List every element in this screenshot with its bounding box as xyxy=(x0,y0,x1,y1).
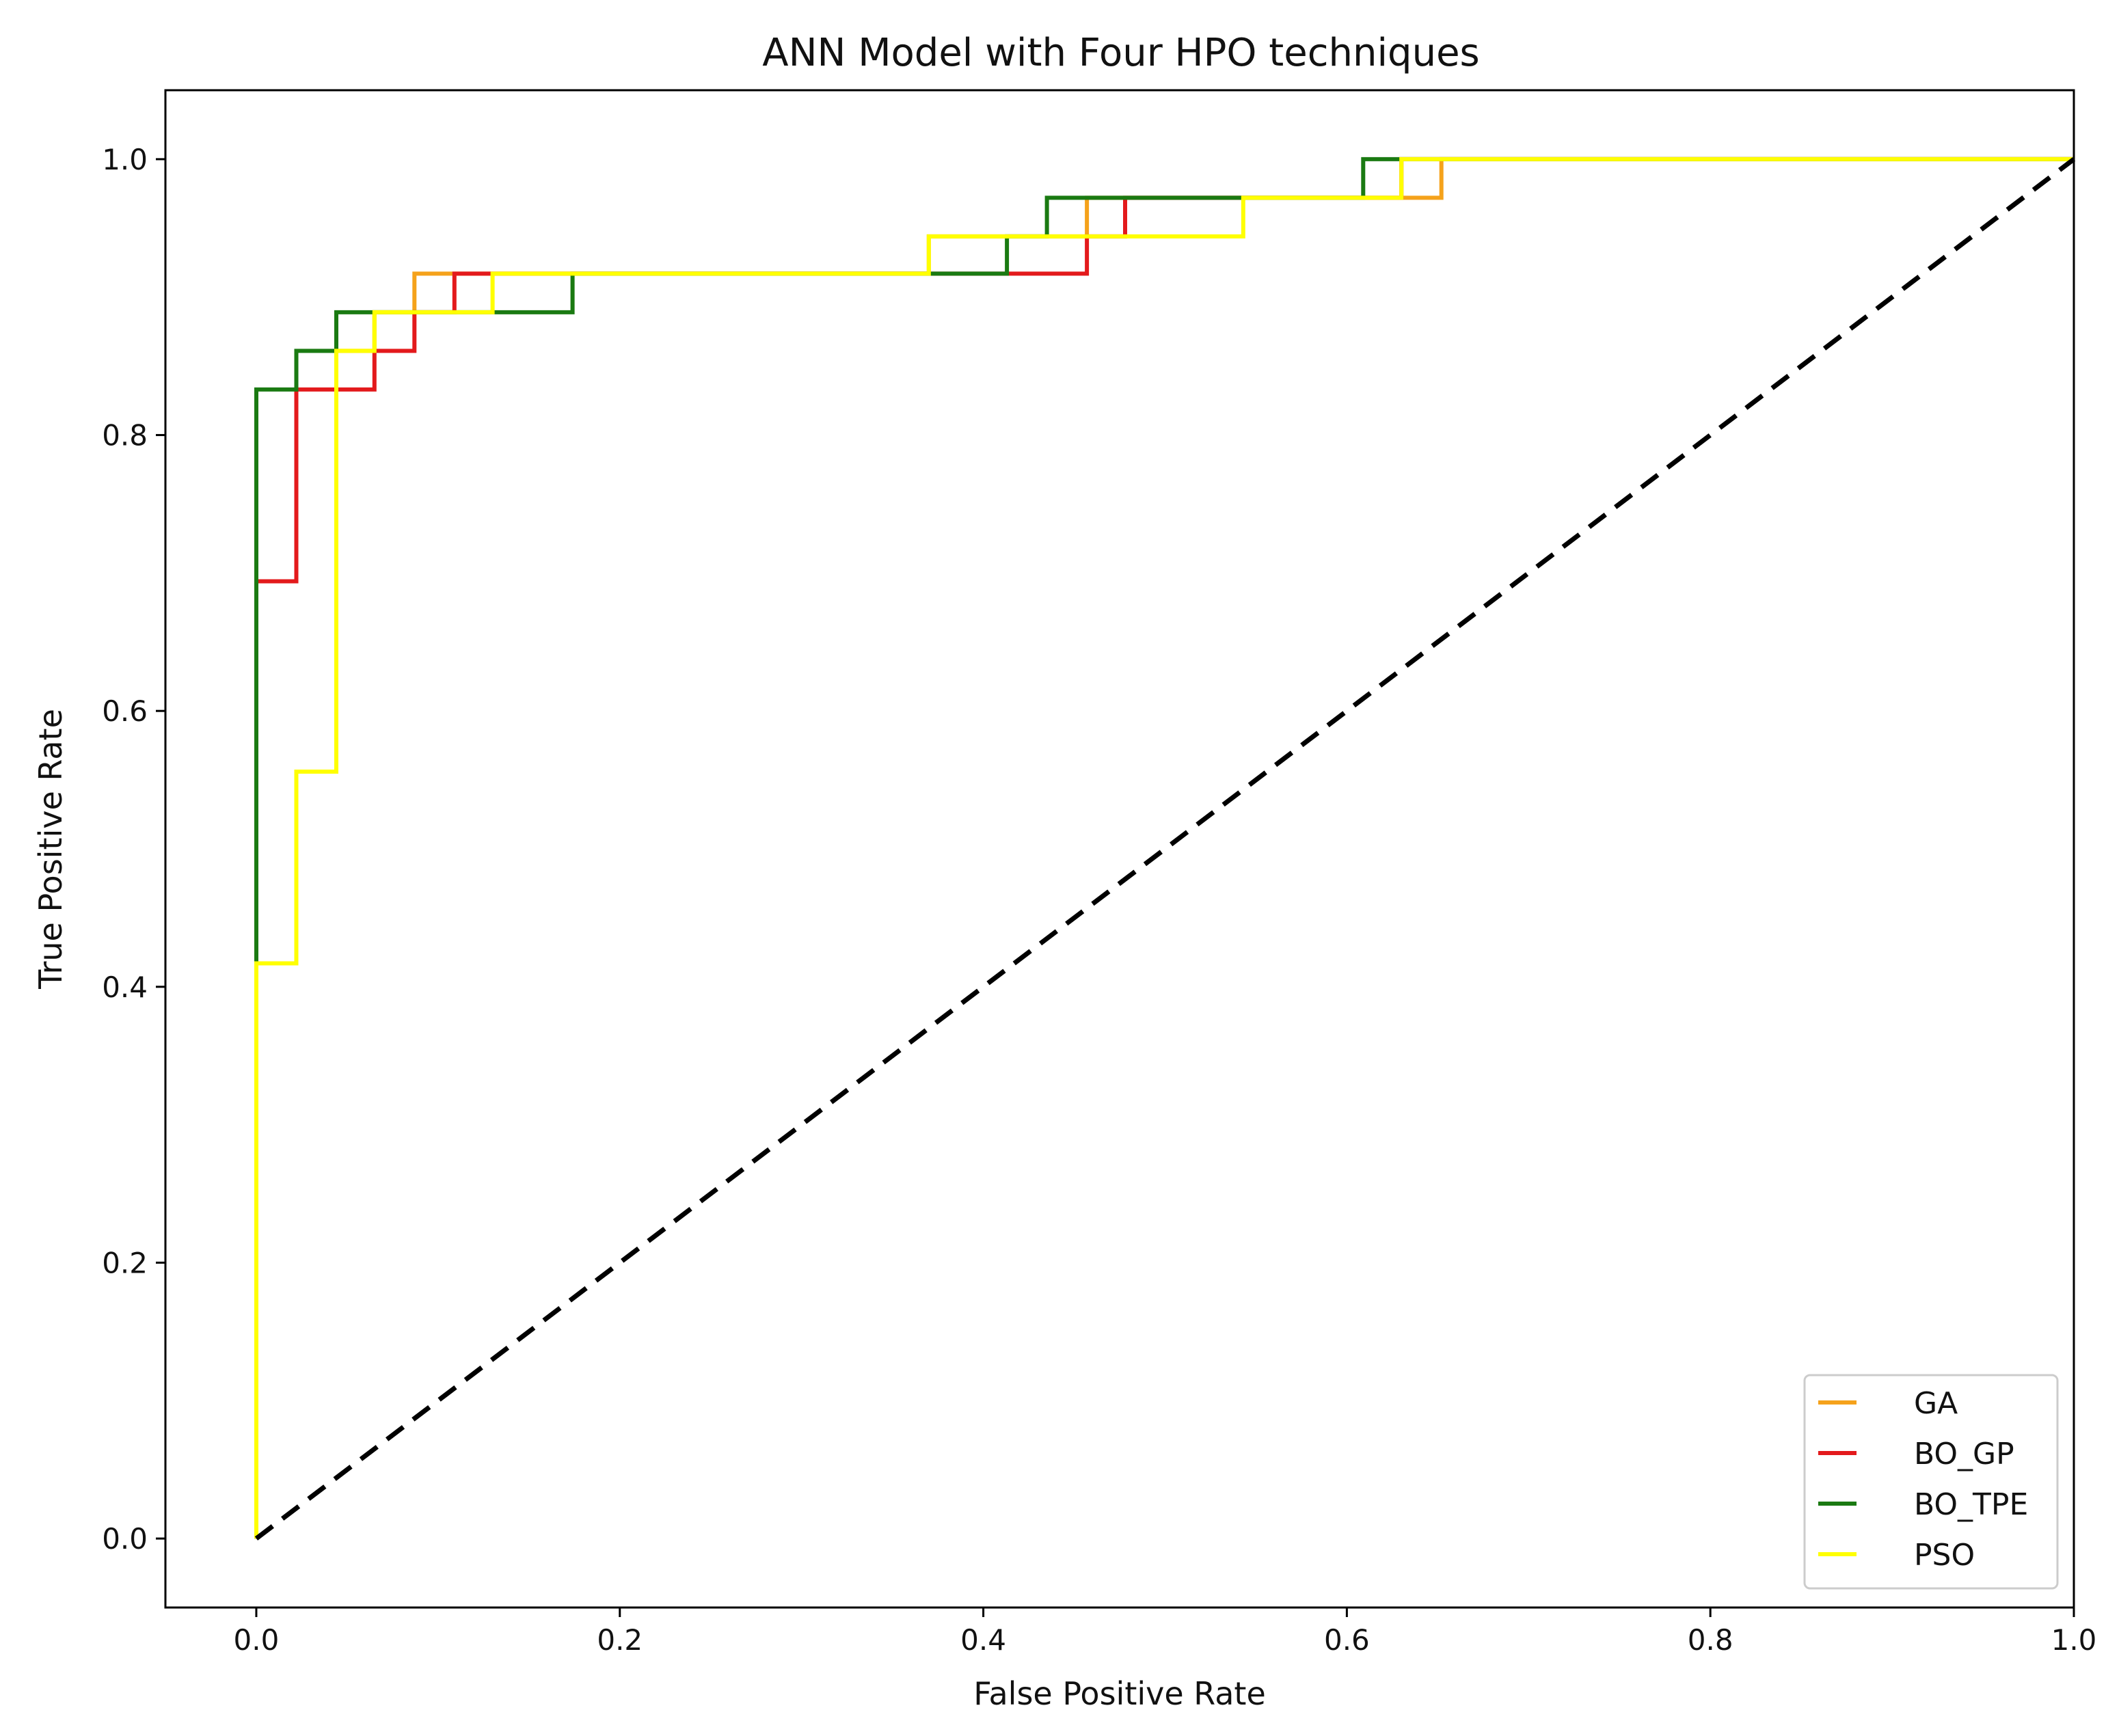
legend-label-pso: PSO xyxy=(1914,1538,1975,1573)
y-axis-label: True Positive Rate xyxy=(32,709,69,990)
y-tick-label: 0.6 xyxy=(102,694,148,728)
legend-label-bo-tpe: BO_TPE xyxy=(1914,1487,2028,1522)
y-tick-label: 1.0 xyxy=(102,143,148,176)
x-axis: 0.0 0.2 0.4 0.6 0.8 1.0 xyxy=(234,1608,2097,1657)
plot-frame xyxy=(164,89,2075,1609)
x-tick-label: 0.8 xyxy=(1688,1623,1733,1657)
legend-box xyxy=(1803,1374,2059,1590)
y-tick-label: 0.0 xyxy=(102,1522,148,1556)
plot-area xyxy=(254,157,2076,1541)
x-axis-label: False Positive Rate xyxy=(973,1675,1266,1712)
chart-title: ANN Model with Four HPO techniques xyxy=(762,31,1479,75)
series-line-pso xyxy=(254,157,2074,1539)
y-tick-label: 0.4 xyxy=(102,971,148,1004)
legend: GA BO_GP BO_TPE PSO xyxy=(1803,1374,2059,1590)
y-axis: 0.0 0.2 0.4 0.6 0.8 1.0 xyxy=(102,143,165,1556)
x-tick-label: 0.4 xyxy=(960,1623,1006,1657)
legend-label-ga: GA xyxy=(1914,1386,1958,1421)
chance-diagonal-line xyxy=(254,157,2076,1541)
x-tick-label: 0.0 xyxy=(234,1623,280,1657)
legend-label-bo-gp: BO_GP xyxy=(1914,1437,2014,1471)
x-tick-label: 0.6 xyxy=(1324,1623,1370,1657)
y-tick-label: 0.8 xyxy=(102,419,148,452)
y-tick-label: 0.2 xyxy=(102,1246,148,1279)
x-tick-label: 0.2 xyxy=(597,1623,643,1657)
x-tick-label: 1.0 xyxy=(2051,1623,2097,1657)
